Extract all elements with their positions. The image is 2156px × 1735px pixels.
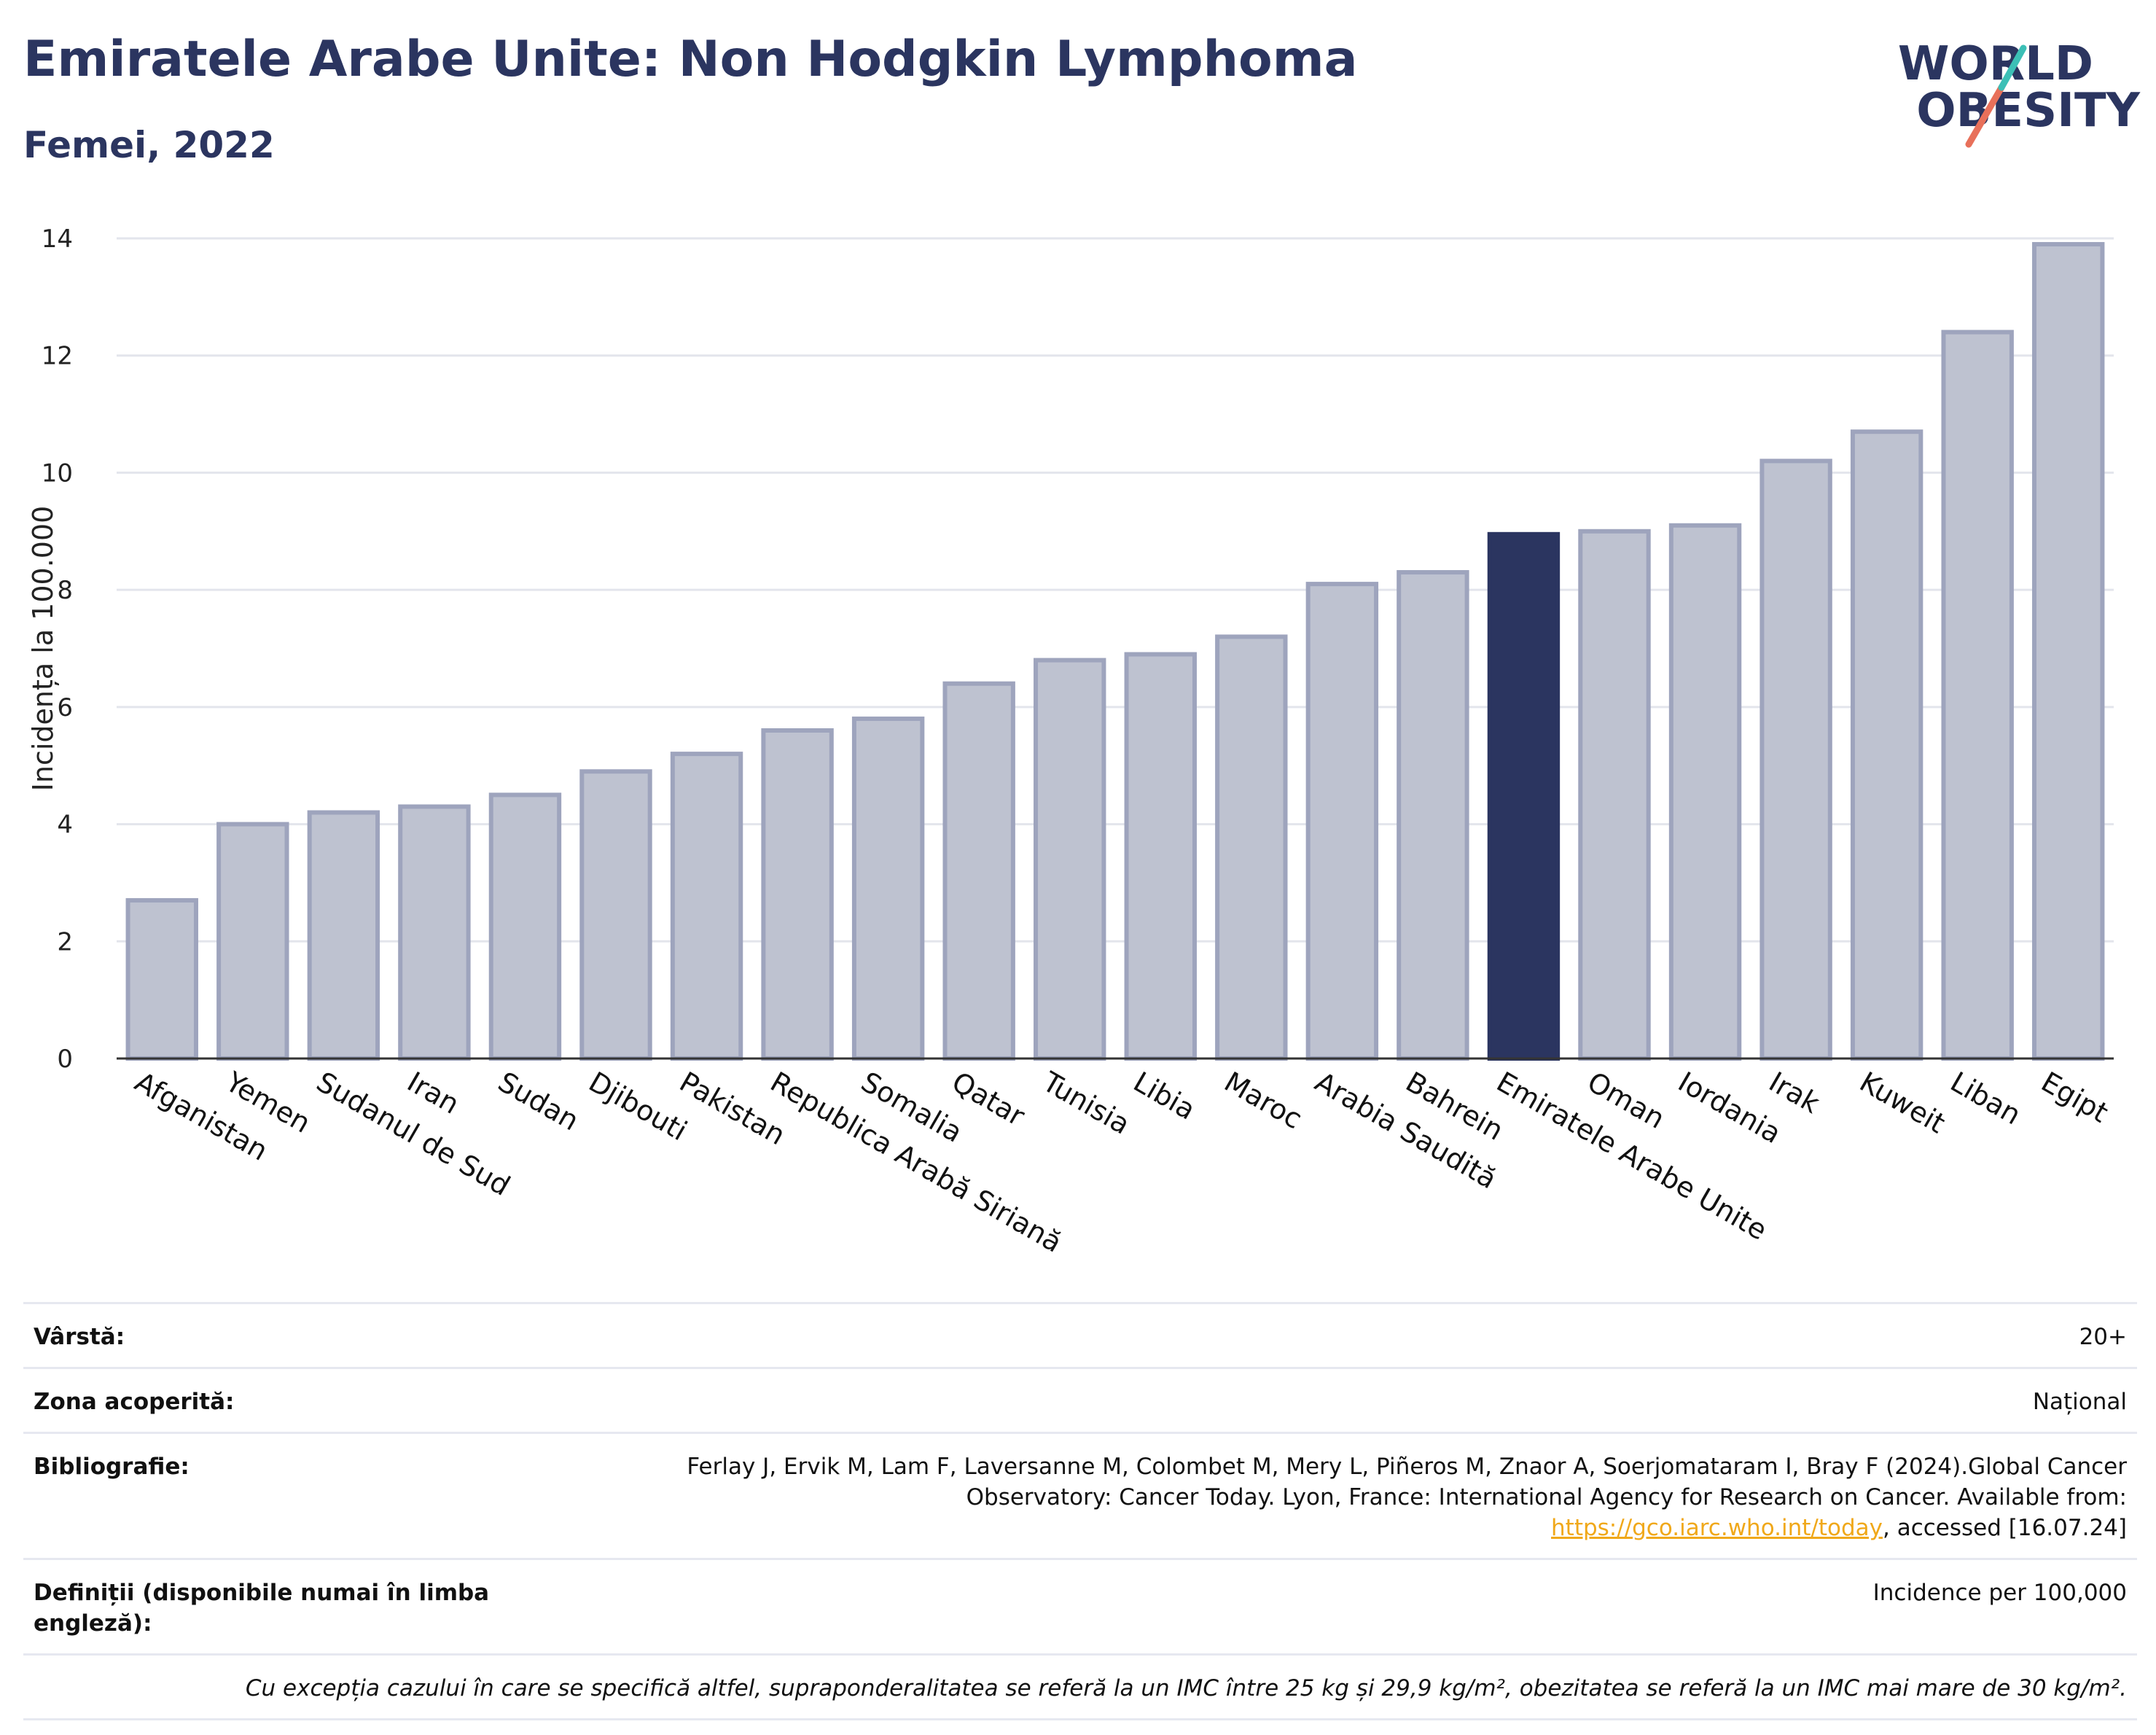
x-tick-label: Iran — [402, 1066, 464, 1120]
meta-row-note: Cu excepția cazului în care se specifică… — [23, 1653, 2137, 1720]
meta-row-bibliography: Bibliografie: Ferlay J, Ervik M, Lam F, … — [23, 1432, 2137, 1558]
bar — [1850, 429, 1923, 1061]
bar — [1578, 529, 1651, 1061]
x-tick-label: Kuweit — [1854, 1066, 1950, 1140]
bar — [307, 810, 380, 1061]
y-tick-label: 14 — [42, 225, 73, 254]
metadata-table: Vârstă: 20+ Zona acoperită: Național Bib… — [23, 1302, 2137, 1720]
x-tick-label: Irak — [1764, 1066, 1825, 1120]
meta-row-definitions: Definiții (disponibile numai în limba en… — [23, 1558, 2137, 1653]
bar — [2032, 242, 2105, 1061]
age-label: Vârstă: — [34, 1324, 125, 1350]
bar — [942, 681, 1015, 1061]
bar — [670, 752, 743, 1061]
y-tick-label: 0 — [57, 1045, 73, 1074]
bibliography-text: Ferlay J, Ervik M, Lam F, Laversanne M, … — [687, 1454, 2127, 1510]
bar — [1668, 523, 1742, 1061]
x-tick-label: Libia — [1128, 1066, 1201, 1126]
y-tick-label: 8 — [57, 576, 73, 605]
y-tick-label: 2 — [57, 927, 73, 956]
y-tick-label: 6 — [57, 693, 73, 722]
logo-line-1: WORLD — [1897, 37, 2093, 91]
meta-row-area: Zona acoperită: Național — [23, 1367, 2137, 1432]
meta-row-age: Vârstă: 20+ — [23, 1302, 2137, 1367]
x-tick-label: Tunisia — [1036, 1065, 1135, 1141]
x-tick-label: Liban — [1945, 1066, 2026, 1131]
bar — [1759, 459, 1832, 1061]
definitions-label: Definiții (disponibile numai în limba en… — [34, 1580, 490, 1637]
footnote: Cu excepția cazului în care se specifică… — [245, 1675, 2127, 1701]
bar — [125, 898, 198, 1061]
world-obesity-logo: WORLD OBESITY — [1897, 22, 2140, 153]
x-tick-label: Maroc — [1219, 1066, 1308, 1136]
bar — [1215, 634, 1288, 1061]
bibliography-value: Ferlay J, Ervik M, Lam F, Laversanne M, … — [633, 1451, 2127, 1543]
bar — [1397, 570, 1469, 1061]
age-value: 20+ — [2079, 1324, 2127, 1350]
bibliography-label: Bibliografie: — [34, 1454, 190, 1480]
bibliography-accessed: , accessed [16.07.24] — [1882, 1515, 2127, 1541]
x-tick-label: Iordania — [1673, 1066, 1786, 1150]
bar — [1124, 652, 1197, 1061]
logo-slash-icon — [1965, 44, 2027, 148]
bar — [851, 716, 925, 1061]
logo-line-2: OBESITY — [1916, 84, 2140, 138]
y-axis-label: Incidența la 100.000 — [27, 506, 59, 792]
bar — [579, 769, 652, 1061]
bar — [216, 822, 289, 1061]
definitions-value: Incidence per 100,000 — [1872, 1580, 2127, 1606]
area-value: Național — [2032, 1389, 2127, 1415]
bibliography-link[interactable]: https://gco.iarc.who.int/today — [1551, 1515, 1883, 1541]
bar — [1487, 531, 1561, 1061]
x-tick-label: Djibouti — [584, 1066, 693, 1147]
bar — [398, 804, 471, 1061]
page-subtitle: Femei, 2022 — [23, 124, 275, 166]
bar — [1034, 658, 1106, 1061]
bar — [761, 728, 834, 1061]
y-tick-label: 4 — [57, 811, 73, 840]
y-tick-label: 10 — [42, 459, 73, 488]
x-tick-label: Egipt — [2036, 1066, 2114, 1129]
area-label: Zona acoperită: — [34, 1389, 235, 1415]
y-tick-label: 12 — [42, 342, 73, 371]
bar — [1941, 330, 2014, 1061]
page-title: Emiratele Arabe Unite: Non Hodgkin Lymph… — [23, 31, 1358, 88]
bar — [1305, 582, 1379, 1061]
x-tick-label: Sudan — [493, 1066, 585, 1137]
bar — [488, 792, 562, 1061]
